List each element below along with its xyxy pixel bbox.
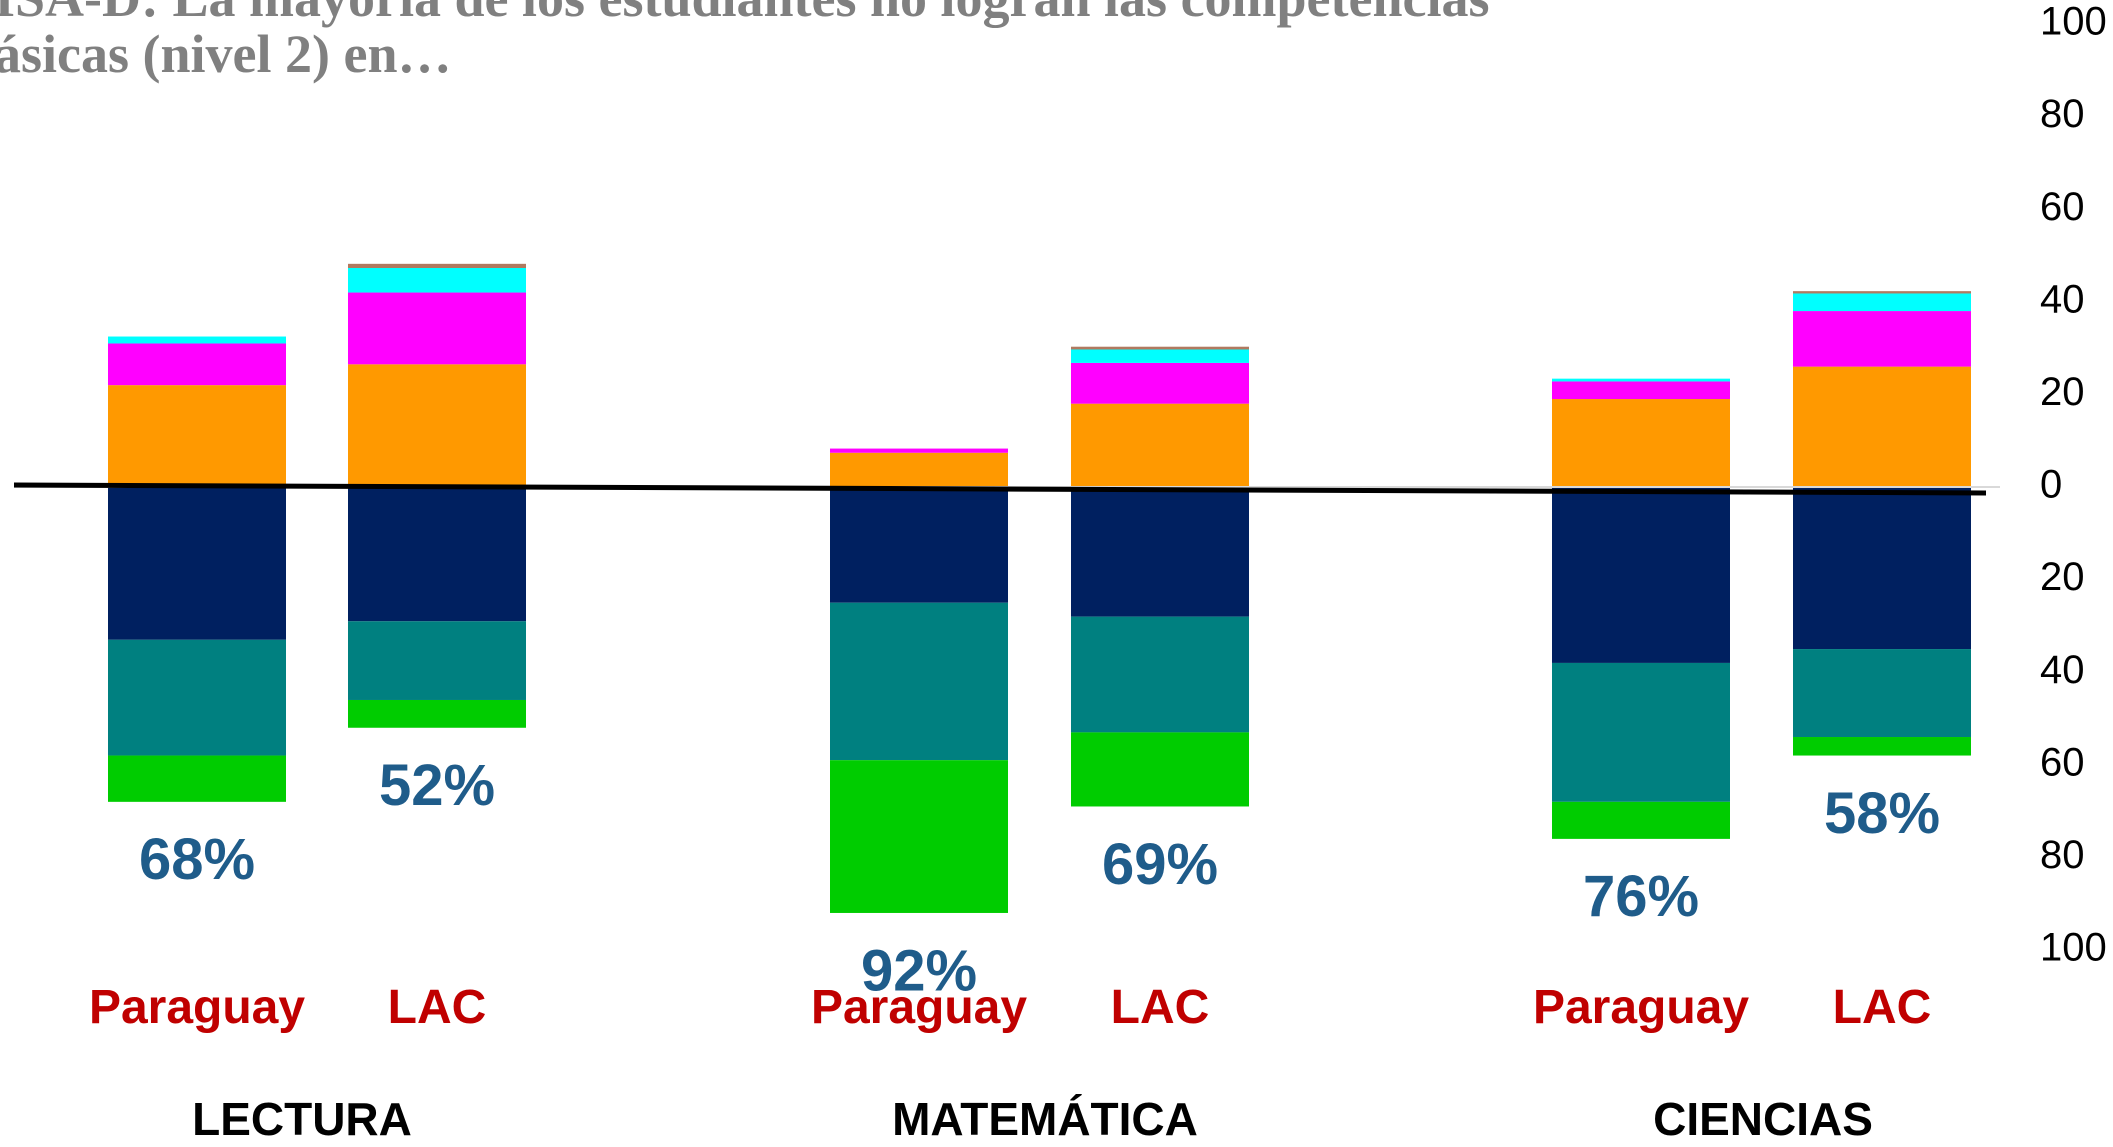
bar-segment (1552, 662, 1730, 802)
bar-segment (830, 602, 1008, 761)
category-label: LAC (388, 981, 487, 1034)
category-label: Paraguay (1533, 981, 1749, 1034)
bar-segment (348, 364, 526, 487)
bar-segment (1552, 399, 1730, 487)
category-label: LAC (1833, 981, 1932, 1034)
category-label: Paraguay (811, 981, 1027, 1034)
bar-segment (108, 755, 286, 802)
y-tick-label: 80 (2040, 833, 2085, 877)
category-label: Paraguay (89, 981, 305, 1034)
y-tick-label: 100 (2040, 926, 2107, 970)
bar-segment (1071, 362, 1249, 404)
bar-segment (348, 699, 526, 728)
bar-segment (1071, 346, 1249, 350)
bar-segment (108, 487, 286, 640)
bar-segment (1793, 737, 1971, 756)
bar-segment (1793, 366, 1971, 487)
y-tick-label: 20 (2040, 370, 2085, 414)
bar-segment (1552, 381, 1730, 400)
total-label: 76% (1583, 864, 1699, 929)
bar-segment (1552, 378, 1730, 382)
bar-segment (1071, 403, 1249, 487)
bar-segment (108, 639, 286, 756)
total-label: 52% (379, 753, 495, 818)
y-tick-label: 80 (2040, 92, 2085, 136)
group-label: CIENCIAS (1653, 1093, 1873, 1145)
bar-segment (348, 487, 526, 622)
total-label: 68% (139, 827, 255, 892)
bar-segment (108, 385, 286, 487)
zero-line (13, 482, 1987, 496)
y-tick-label: 0 (2040, 463, 2062, 507)
bar-segment (1793, 487, 1971, 650)
bar-segment (1793, 649, 1971, 738)
bar-segment (830, 487, 1008, 603)
y-tick-label: 100 (2040, 0, 2107, 44)
bar-segment (1071, 487, 1249, 617)
bar-segment (1071, 616, 1249, 733)
y-tick-label: 40 (2040, 648, 2085, 692)
y-tick-label: 60 (2040, 740, 2085, 784)
chart-title: ásicas (nivel 2) en… (0, 24, 451, 84)
bar-segment (348, 263, 526, 269)
bar-segment (348, 292, 526, 365)
y-tick-label: 20 (2040, 555, 2085, 599)
group-label: MATEMÁTICA (892, 1093, 1198, 1145)
total-label: 92% (861, 938, 977, 1003)
total-label: 58% (1824, 781, 1940, 846)
bar-segment (108, 343, 286, 386)
bar-segment (348, 268, 526, 293)
bar-segment (1793, 293, 1971, 312)
category-label: LAC (1111, 981, 1210, 1034)
y-tick-label: 60 (2040, 185, 2085, 229)
group-label: LECTURA (192, 1093, 412, 1145)
bar-segment (1552, 487, 1730, 663)
bar-segment (830, 448, 1008, 453)
bar-segment (1793, 311, 1971, 367)
total-label: 69% (1102, 832, 1218, 897)
bar-segment (1071, 349, 1249, 363)
bar-segment (1552, 801, 1730, 839)
y-tick-label: 40 (2040, 277, 2085, 321)
bar-segment (108, 336, 286, 344)
bar-segment (348, 621, 526, 700)
bar-segment (830, 760, 1008, 913)
bar-segment (1793, 291, 1971, 294)
bar-segment (1071, 732, 1249, 807)
bar-segment (830, 452, 1008, 487)
chart-title: ISA-D: La mayoría de los estudiantes no … (0, 0, 1490, 28)
